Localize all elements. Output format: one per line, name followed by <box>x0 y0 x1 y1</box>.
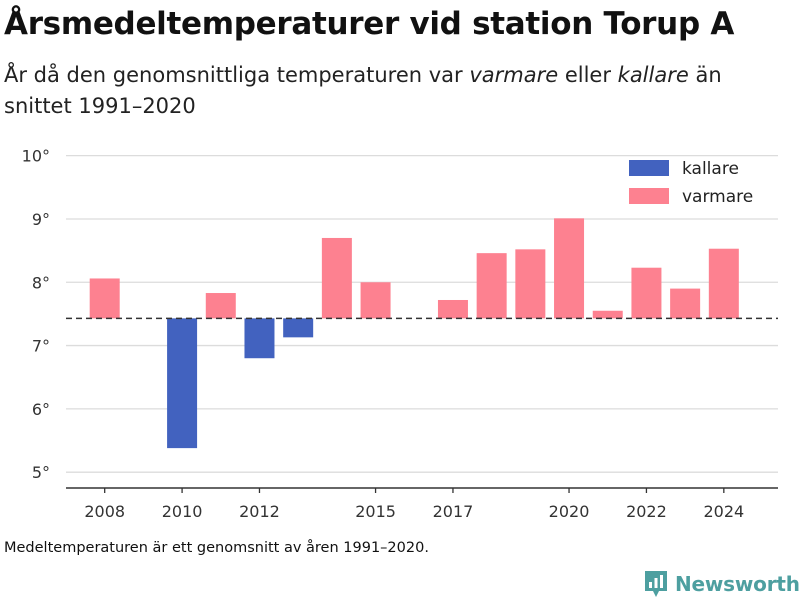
x-tick-label: 2015 <box>355 502 396 521</box>
bar-warmer-2017 <box>437 299 468 319</box>
y-tick-label: 6° <box>32 400 50 419</box>
legend-swatch-colder <box>629 160 669 176</box>
bar-colder-2013 <box>283 318 314 338</box>
y-tick-label: 9° <box>32 210 50 229</box>
x-tick-label: 2008 <box>84 502 125 521</box>
bar-warmer-2011 <box>205 293 236 319</box>
bar-warmer-2021 <box>592 310 623 319</box>
x-tick-label: 2010 <box>162 502 203 521</box>
bar-colder-2012 <box>244 318 275 359</box>
bar-warmer-2020 <box>554 218 585 319</box>
x-tick-label: 2022 <box>626 502 667 521</box>
subtitle-suffix: än snittet 1991–2020 <box>4 63 722 118</box>
y-tick-label: 7° <box>32 337 50 356</box>
brand-name: Newsworthy <box>675 572 800 596</box>
newsworthy-logo-icon <box>645 571 667 597</box>
bars <box>89 218 739 449</box>
footnote: Medeltemperaturen är ett genomsnitt av å… <box>4 540 429 556</box>
subtitle-warmer-word: varmare <box>469 63 559 87</box>
x-tick-label: 2017 <box>433 502 474 521</box>
bar-warmer-2023 <box>670 288 701 319</box>
bar-warmer-2018 <box>476 253 507 319</box>
bar-colder-2010 <box>167 318 198 449</box>
newsworthy-brand: Newsworthy <box>643 569 800 599</box>
x-tick-label: 2012 <box>239 502 280 521</box>
bar-warmer-2008 <box>89 278 120 319</box>
bar-warmer-2022 <box>631 267 662 319</box>
legend-label-colder: kallare <box>682 159 739 179</box>
legend-label-warmer: varmare <box>682 187 753 207</box>
subtitle-prefix: År då den genomsnittliga temperaturen va… <box>4 63 470 87</box>
legend: kallare varmare <box>629 159 753 207</box>
bar-warmer-2015 <box>360 282 391 319</box>
chart-title: Årsmedeltemperaturer vid station Torup A <box>4 6 735 42</box>
y-tick-label: 8° <box>32 273 50 292</box>
subtitle-colder-word: kallare <box>617 63 689 87</box>
y-axis-labels: 5° 6° 7° 8° 9° 10° <box>22 147 50 483</box>
x-tick-label: 2020 <box>549 502 590 521</box>
bar-warmer-2019 <box>515 249 546 319</box>
x-tick-label: 2024 <box>703 502 744 521</box>
y-tick-label: 5° <box>32 463 50 482</box>
y-tick-label: 10° <box>22 147 50 166</box>
subtitle-middle: eller <box>558 63 618 87</box>
legend-swatch-warmer <box>629 188 669 204</box>
bar-chart: 5°6°7°8°9°10° 2008 2010 2012 2015 2017 2020 20… <box>22 147 778 521</box>
bar-warmer-2014 <box>321 237 352 319</box>
x-axis: 2008 2010 2012 2015 2017 2020 2022 2024 <box>66 487 778 521</box>
bar-warmer-2024 <box>708 248 739 319</box>
chart-subtitle: År då den genomsnittliga temperaturen va… <box>4 60 794 122</box>
